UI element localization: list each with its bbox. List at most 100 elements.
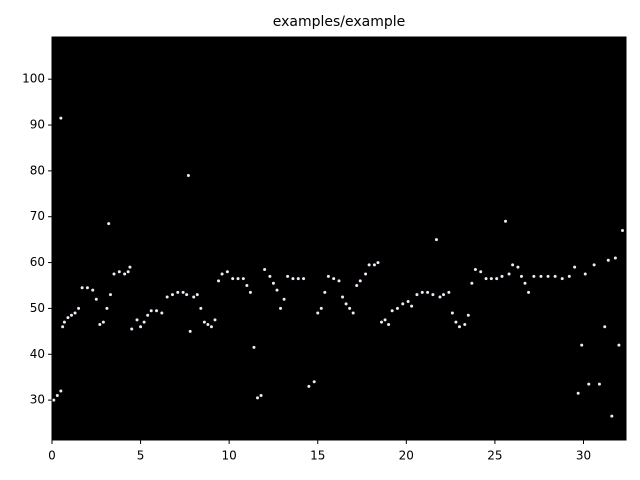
point [117,270,121,274]
point [576,391,580,395]
point [307,384,311,388]
point [160,311,164,315]
point [390,309,394,313]
point [319,306,323,310]
point [463,322,467,326]
point [268,274,272,278]
point [367,263,371,267]
point [426,290,430,294]
x-tick-label: 30 [576,449,591,463]
point [344,302,348,306]
point [77,306,81,310]
point [312,380,316,384]
point [146,313,150,317]
x-tick-label: 20 [399,449,414,463]
point [560,277,564,281]
point [105,306,109,310]
point [185,293,189,297]
point [98,322,102,326]
point [259,394,263,398]
point [567,274,571,278]
point [302,277,306,281]
point [431,293,435,297]
plot-frame [51,36,627,441]
point [466,313,470,317]
point [108,293,112,297]
point [332,277,336,281]
point [573,265,577,269]
point [241,277,245,281]
point [263,267,267,271]
point [217,279,221,283]
point [123,272,127,276]
point [199,306,203,310]
point [438,295,442,299]
point [450,311,454,315]
point [94,297,98,301]
point [279,306,283,310]
point [351,311,355,315]
point [473,267,477,271]
point [256,396,260,400]
point [170,293,174,297]
point [107,222,111,226]
point [376,261,380,265]
point [73,311,77,315]
point [532,274,536,278]
point [348,306,352,310]
point [139,325,143,329]
point [395,306,399,310]
point [553,274,557,278]
point [91,288,95,292]
point [248,290,252,294]
plot-area [52,37,626,440]
point [380,320,384,324]
point [213,318,217,322]
point [620,228,624,232]
chart-title: examples/example [273,14,406,30]
point [130,327,134,331]
point [372,263,376,267]
point [195,293,199,297]
point [186,173,190,177]
point [296,277,300,281]
point [516,265,520,269]
point [209,325,213,329]
point [61,325,65,329]
point [546,274,550,278]
y-tick-label: 90 [30,118,45,132]
x-tick-label: 15 [310,449,325,463]
point [539,274,543,278]
point [415,293,419,297]
point [519,274,523,278]
point [406,300,410,304]
point [355,283,359,287]
point [383,318,387,322]
point [286,274,290,278]
point [142,320,146,324]
point [470,281,474,285]
point [527,290,531,294]
point [135,318,139,322]
point [188,329,192,333]
point [316,311,320,315]
point [271,281,275,285]
point [580,343,584,347]
x-tick-label: 0 [48,449,56,463]
point [155,309,159,313]
point [282,297,286,301]
x-tick-label: 10 [222,449,237,463]
point [613,256,617,260]
point [326,274,330,278]
point [606,258,610,262]
x-tick-label: 25 [487,449,502,463]
point [128,265,132,269]
point [500,274,504,278]
point [62,320,66,324]
point [181,290,185,294]
point [410,304,414,308]
point [236,277,240,281]
point [112,272,116,276]
point [245,283,249,287]
